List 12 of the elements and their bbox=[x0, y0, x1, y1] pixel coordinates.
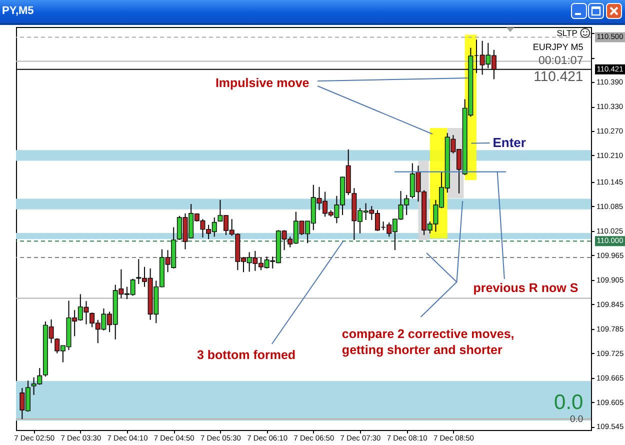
annotation: Enter bbox=[492, 135, 526, 150]
annotation: 0.0 bbox=[570, 414, 584, 425]
annotation: previous R now S bbox=[473, 281, 578, 295]
annotation: 0.0 bbox=[554, 391, 584, 414]
chart-title: PY,M5 bbox=[2, 5, 34, 17]
annotation: 110.421 bbox=[534, 68, 584, 84]
annotation: 00:01:07 bbox=[538, 55, 584, 67]
annotation: SLTP bbox=[556, 28, 578, 38]
annotation: EURJPY M5 bbox=[532, 42, 584, 52]
annotation: Impulsive move bbox=[215, 76, 310, 90]
annotation: compare 2 corrective moves, getting shorter and shorter bbox=[342, 327, 514, 357]
annotation: 3 bottom formed bbox=[196, 348, 296, 362]
